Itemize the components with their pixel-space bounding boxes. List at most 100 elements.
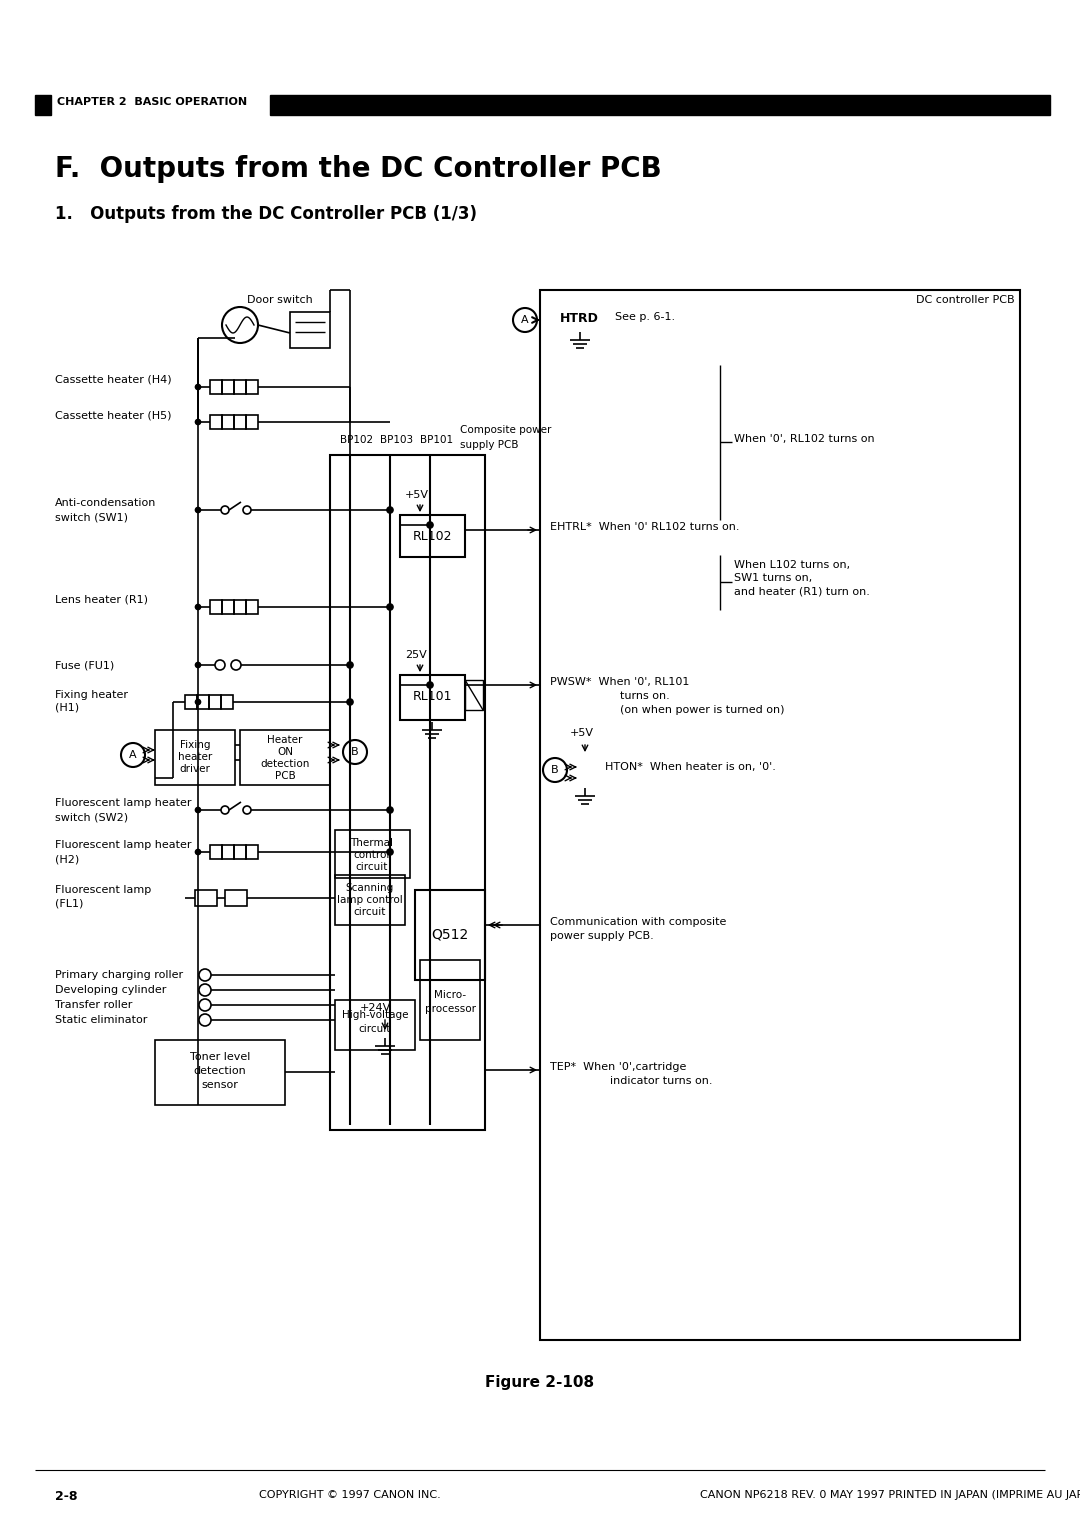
Text: circuit: circuit (354, 908, 387, 917)
Text: indicator turns on.: indicator turns on. (610, 1076, 713, 1086)
Bar (210, 416, 222, 429)
Bar (221, 695, 233, 709)
Text: circuit: circuit (359, 1024, 391, 1034)
Bar (246, 380, 258, 394)
Text: Composite power: Composite power (460, 425, 552, 435)
Bar (335, 830, 410, 879)
Text: ON: ON (276, 747, 293, 756)
Circle shape (195, 850, 201, 854)
Circle shape (347, 698, 353, 704)
Bar (246, 601, 258, 614)
Circle shape (195, 507, 201, 512)
Bar (270, 95, 1050, 115)
Circle shape (427, 681, 433, 688)
Bar (197, 695, 210, 709)
Circle shape (195, 663, 201, 668)
Text: RL101: RL101 (413, 691, 451, 703)
Text: High-voltage: High-voltage (341, 1010, 408, 1021)
Text: Heater: Heater (268, 735, 302, 746)
Text: See p. 6-1.: See p. 6-1. (615, 312, 675, 322)
Text: Scanning: Scanning (346, 883, 394, 892)
Text: switch (SW1): switch (SW1) (55, 512, 129, 523)
Bar (415, 889, 485, 979)
Circle shape (195, 420, 201, 425)
Circle shape (427, 523, 433, 529)
Text: Toner level: Toner level (190, 1051, 251, 1062)
Bar (420, 960, 480, 1041)
Bar (234, 601, 246, 614)
Bar (210, 695, 221, 709)
Text: turns on.: turns on. (620, 691, 670, 701)
Text: CANON NP6218 REV. 0 MAY 1997 PRINTED IN JAPAN (IMPRIME AU JAPON): CANON NP6218 REV. 0 MAY 1997 PRINTED IN … (700, 1490, 1080, 1500)
Bar (400, 675, 465, 720)
Bar (335, 876, 405, 924)
Text: HTON*  When heater is on, '0'.: HTON* When heater is on, '0'. (605, 762, 775, 772)
Text: driver: driver (179, 764, 211, 775)
Text: Static eliminator: Static eliminator (55, 1015, 147, 1025)
Text: (on when power is turned on): (on when power is turned on) (620, 704, 784, 715)
Text: power supply PCB.: power supply PCB. (550, 931, 653, 941)
Text: +5V: +5V (405, 490, 429, 500)
Text: Fluorescent lamp heater: Fluorescent lamp heater (55, 840, 191, 850)
Text: Anti-condensation: Anti-condensation (55, 498, 157, 507)
Text: Lens heater (R1): Lens heater (R1) (55, 594, 148, 605)
Bar (222, 380, 234, 394)
Text: switch (SW2): switch (SW2) (55, 811, 129, 822)
Text: F.  Outputs from the DC Controller PCB: F. Outputs from the DC Controller PCB (55, 154, 662, 183)
Text: 2-8: 2-8 (55, 1490, 78, 1504)
Text: Cassette heater (H5): Cassette heater (H5) (55, 410, 172, 420)
Text: heater: heater (178, 752, 212, 762)
Text: Thermal: Thermal (351, 837, 393, 848)
Bar (35, 95, 51, 115)
Bar (222, 601, 234, 614)
Bar (465, 680, 483, 711)
Text: and heater (R1) turn on.: and heater (R1) turn on. (734, 587, 869, 596)
Bar (234, 416, 246, 429)
Text: Transfer roller: Transfer roller (55, 999, 133, 1010)
Circle shape (387, 807, 393, 813)
Bar (210, 845, 222, 859)
Bar (335, 999, 415, 1050)
Circle shape (195, 700, 201, 704)
Bar (246, 416, 258, 429)
Text: Door switch: Door switch (247, 295, 313, 306)
Text: HTRD: HTRD (561, 312, 599, 325)
Text: B: B (351, 747, 359, 756)
Text: Fluorescent lamp heater: Fluorescent lamp heater (55, 798, 191, 808)
Circle shape (347, 662, 353, 668)
Bar (240, 730, 330, 785)
Bar (156, 730, 235, 785)
Bar (234, 845, 246, 859)
Text: (H2): (H2) (55, 854, 79, 863)
Text: BP101: BP101 (420, 435, 454, 445)
Text: Developing cylinder: Developing cylinder (55, 986, 166, 995)
Bar (222, 416, 234, 429)
Text: A: A (522, 315, 529, 325)
Text: Fluorescent lamp: Fluorescent lamp (55, 885, 151, 895)
Text: RL102: RL102 (413, 530, 451, 542)
Text: When '0', RL102 turns on: When '0', RL102 turns on (734, 434, 875, 445)
Text: EHTRL*  When '0' RL102 turns on.: EHTRL* When '0' RL102 turns on. (550, 523, 740, 532)
Text: CHAPTER 2  BASIC OPERATION: CHAPTER 2 BASIC OPERATION (57, 96, 247, 107)
Text: +24V: +24V (360, 1002, 391, 1013)
Text: lamp control: lamp control (337, 895, 403, 905)
Circle shape (195, 605, 201, 610)
Text: control: control (354, 850, 390, 860)
Text: DC controller PCB: DC controller PCB (916, 295, 1015, 306)
Text: Fuse (FU1): Fuse (FU1) (55, 660, 114, 669)
Text: circuit: circuit (355, 862, 388, 872)
Text: Figure 2-108: Figure 2-108 (485, 1375, 595, 1390)
Bar (210, 601, 222, 614)
Text: 25V: 25V (405, 649, 427, 660)
Text: 1.   Outputs from the DC Controller PCB (1/3): 1. Outputs from the DC Controller PCB (1… (55, 205, 477, 223)
Circle shape (195, 807, 201, 813)
Text: A: A (130, 750, 137, 759)
Text: detection: detection (193, 1067, 246, 1076)
Text: +5V: +5V (570, 727, 594, 738)
Bar (234, 380, 246, 394)
Circle shape (387, 507, 393, 513)
Bar (185, 695, 197, 709)
Text: Primary charging roller: Primary charging roller (55, 970, 184, 979)
Bar (225, 889, 247, 906)
Text: Q512: Q512 (431, 927, 469, 941)
